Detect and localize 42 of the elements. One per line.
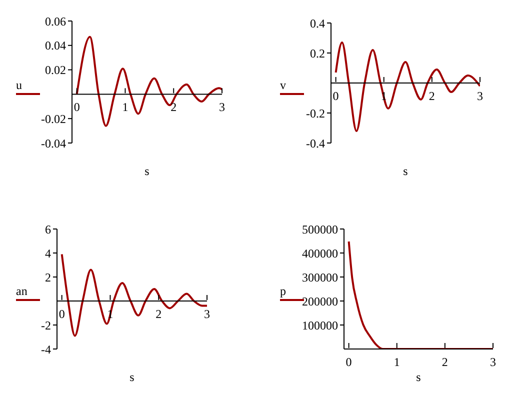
y-tick-label: 0.4	[310, 16, 325, 30]
x-axis-title: s	[403, 164, 408, 178]
x-axis-title: s	[144, 164, 150, 178]
y-tick-label: -0.04	[41, 136, 66, 150]
x-tick-label: 0	[346, 355, 352, 369]
line-series	[348, 240, 493, 349]
y-tick-label: -0.2	[306, 106, 325, 120]
y-tick-label: 0.2	[310, 46, 325, 60]
y-tick-label: 0.04	[45, 38, 66, 53]
y-tick-label: 0.06	[45, 14, 66, 28]
text: p	[280, 284, 286, 298]
text: an	[16, 284, 28, 298]
text: u	[16, 78, 23, 92]
y-tick-label: 6	[45, 222, 51, 236]
y-tick-label: -0.02	[41, 112, 66, 126]
y-tick-label: 300000	[302, 270, 338, 284]
y-tick-label: -4	[41, 342, 51, 356]
y-tick-label: 400000	[302, 246, 338, 260]
x-axis-title: s	[130, 370, 135, 384]
y-tick-label: 100000	[302, 318, 338, 332]
x-tick-label: 3	[219, 100, 225, 114]
x-tick-label: 2	[442, 355, 448, 369]
x-tick-label: 2	[428, 89, 435, 103]
x-tick-label: 0	[58, 307, 65, 321]
x-tick-label: 3	[477, 89, 483, 103]
y-tick-label: -0.4	[306, 136, 325, 150]
y-tick-label: 4	[45, 246, 51, 260]
y-tick-label: 500000	[302, 222, 338, 236]
x-tick-label: 0	[74, 100, 80, 114]
x-tick-label: 0	[332, 89, 339, 103]
x-tick-label: 2	[170, 100, 177, 114]
y-tick-label: 0.02	[45, 63, 66, 78]
x-tick-label: 1	[122, 100, 128, 114]
x-axis-title: s	[416, 370, 422, 384]
x-tick-label: 1	[394, 355, 400, 369]
y-tick-label: -2	[41, 318, 51, 332]
x-tick-label: 3	[204, 307, 210, 321]
x-tick-label: 2	[156, 307, 162, 321]
y-tick-label: 2	[45, 270, 51, 284]
x-tick-label: 3	[490, 355, 496, 369]
text: v	[280, 78, 287, 92]
y-tick-label: 200000	[302, 294, 338, 308]
